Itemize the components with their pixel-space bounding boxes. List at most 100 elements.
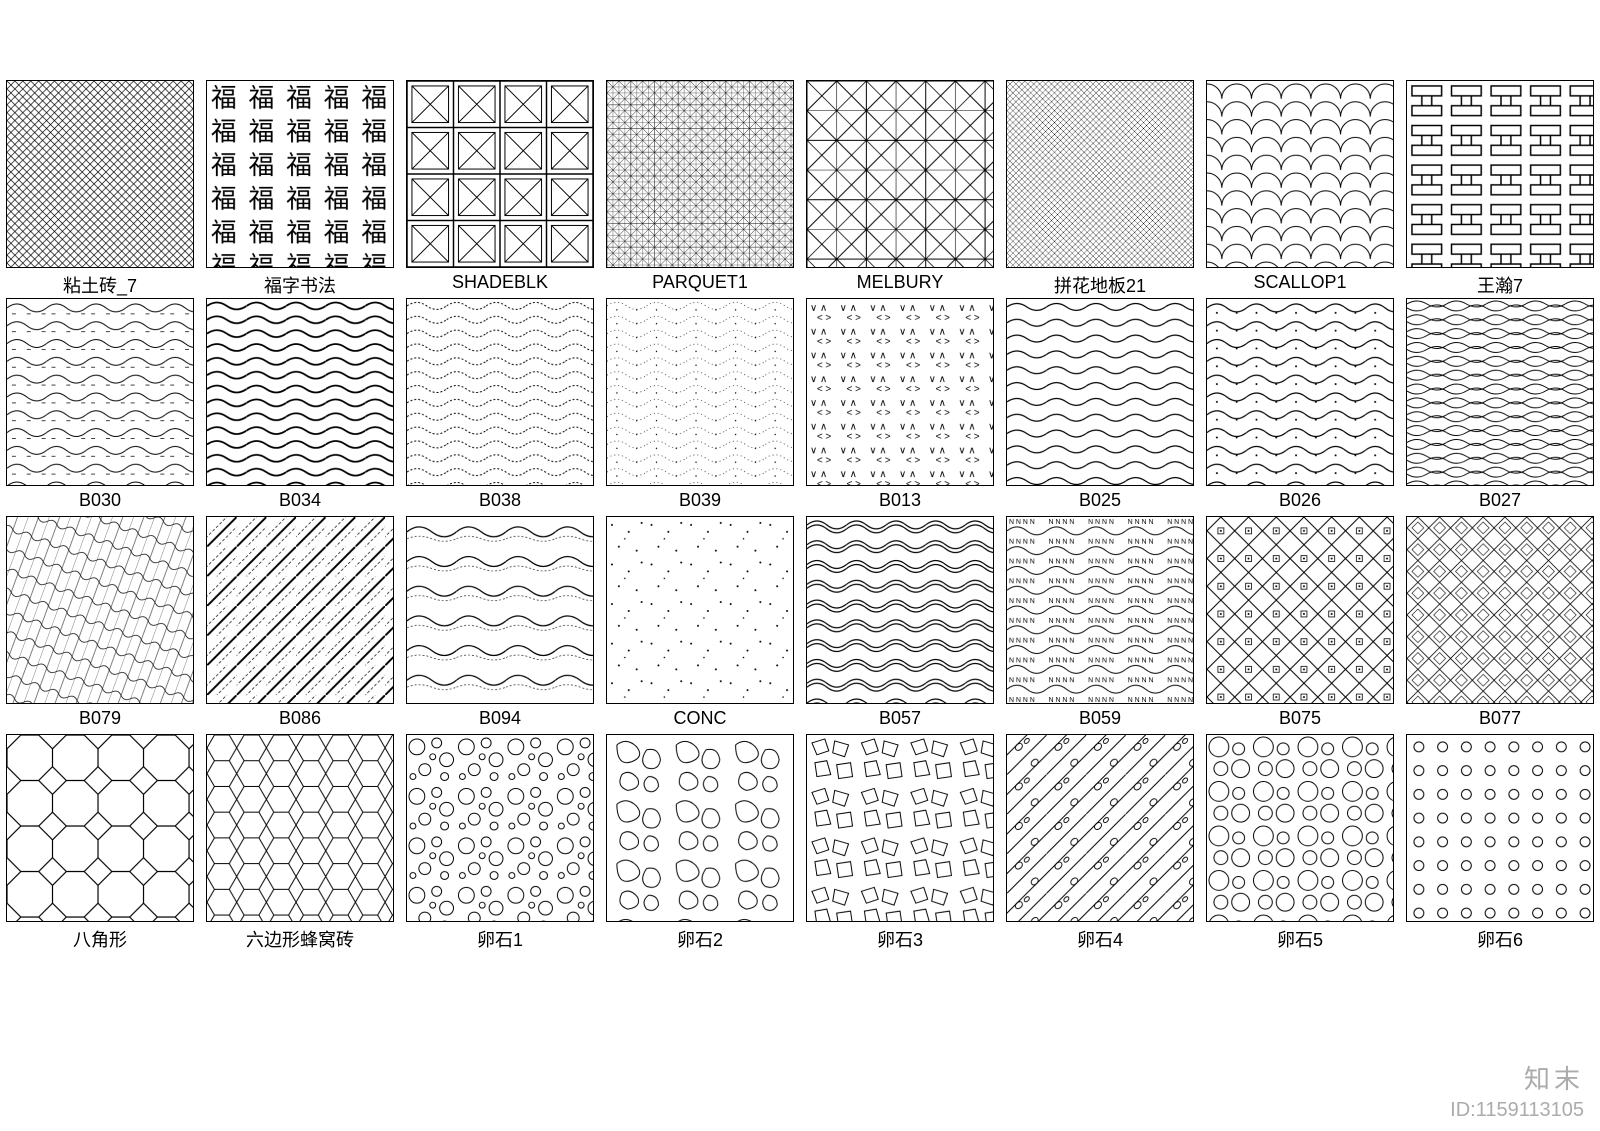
pattern-swatch [6, 298, 194, 486]
pattern-swatch [406, 516, 594, 704]
pattern-swatch [206, 298, 394, 486]
pattern-swatch [1006, 80, 1194, 268]
pattern-label: SCALLOP1 [1253, 272, 1346, 296]
pattern-swatch [1206, 80, 1394, 268]
pattern-cell: 卵石2 [604, 734, 796, 950]
pattern-label: 拼花地板21 [1054, 272, 1146, 296]
pattern-cell: 卵石5 [1204, 734, 1396, 950]
pattern-label: 粘土砖_7 [63, 272, 137, 296]
pattern-label: 卵石4 [1077, 926, 1123, 950]
pattern-label: CONC [674, 708, 727, 732]
pattern-cell: 卵石3 [804, 734, 996, 950]
watermark-id: ID:1159113105 [1450, 1097, 1584, 1123]
pattern-swatch [1006, 734, 1194, 922]
pattern-swatch [606, 298, 794, 486]
pattern-cell: SCALLOP1 [1204, 80, 1396, 296]
pattern-label: 卵石3 [877, 926, 923, 950]
pattern-cell: B027 [1404, 298, 1596, 514]
pattern-label: B094 [479, 708, 521, 732]
pattern-cell: B094 [404, 516, 596, 732]
pattern-label: B034 [279, 490, 321, 514]
pattern-label: B086 [279, 708, 321, 732]
pattern-swatch [806, 80, 994, 268]
pattern-swatch [406, 80, 594, 268]
pattern-label: 福字书法 [264, 272, 336, 296]
pattern-cell: 八角形 [4, 734, 196, 950]
pattern-swatch [1006, 298, 1194, 486]
pattern-cell: B039 [604, 298, 796, 514]
pattern-swatch [606, 80, 794, 268]
pattern-label: 王瀚7 [1477, 272, 1523, 296]
pattern-swatch [6, 516, 194, 704]
pattern-swatch [806, 516, 994, 704]
pattern-cell: SHADEBLK [404, 80, 596, 296]
pattern-label: 八角形 [73, 926, 127, 950]
pattern-cell: 福字书法 [204, 80, 396, 296]
pattern-swatch [406, 298, 594, 486]
pattern-swatch [1406, 516, 1594, 704]
pattern-swatch [1406, 734, 1594, 922]
pattern-label: 卵石5 [1277, 926, 1323, 950]
pattern-label: B079 [79, 708, 121, 732]
pattern-cell: B075 [1204, 516, 1396, 732]
pattern-cell: B034 [204, 298, 396, 514]
pattern-swatch [406, 734, 594, 922]
pattern-swatch [206, 734, 394, 922]
pattern-label: B025 [1079, 490, 1121, 514]
pattern-label: B013 [879, 490, 921, 514]
pattern-swatch [606, 734, 794, 922]
pattern-cell: B030 [4, 298, 196, 514]
pattern-swatch [806, 734, 994, 922]
pattern-cell: B086 [204, 516, 396, 732]
pattern-label: B057 [879, 708, 921, 732]
watermark-brand: 知末 [1450, 1063, 1584, 1097]
pattern-swatch [6, 734, 194, 922]
pattern-label: B026 [1279, 490, 1321, 514]
pattern-label: 六边形蜂窝砖 [246, 926, 354, 950]
pattern-cell: PARQUET1 [604, 80, 796, 296]
pattern-cell: 卵石6 [1404, 734, 1596, 950]
pattern-cell: 卵石4 [1004, 734, 1196, 950]
pattern-cell: B079 [4, 516, 196, 732]
pattern-cell: 粘土砖_7 [4, 80, 196, 296]
pattern-cell: B026 [1204, 298, 1396, 514]
pattern-label: B027 [1479, 490, 1521, 514]
pattern-swatch [1206, 734, 1394, 922]
pattern-swatch [206, 516, 394, 704]
pattern-swatch [806, 298, 994, 486]
pattern-cell: 六边形蜂窝砖 [204, 734, 396, 950]
pattern-swatch [6, 80, 194, 268]
pattern-label: B030 [79, 490, 121, 514]
watermark: 知末 ID:1159113105 [1450, 1063, 1584, 1123]
pattern-cell: B077 [1404, 516, 1596, 732]
pattern-label: B038 [479, 490, 521, 514]
pattern-label: B077 [1479, 708, 1521, 732]
pattern-swatch [1206, 298, 1394, 486]
pattern-swatch [606, 516, 794, 704]
pattern-cell: MELBURY [804, 80, 996, 296]
pattern-swatch [1406, 80, 1594, 268]
pattern-cell: B013 [804, 298, 996, 514]
pattern-label: 卵石1 [477, 926, 523, 950]
pattern-label: MELBURY [857, 272, 944, 296]
pattern-cell: B025 [1004, 298, 1196, 514]
pattern-label: B039 [679, 490, 721, 514]
pattern-label: 卵石6 [1477, 926, 1523, 950]
pattern-label: 卵石2 [677, 926, 723, 950]
pattern-cell: B038 [404, 298, 596, 514]
pattern-cell: B059 [1004, 516, 1196, 732]
pattern-label: B059 [1079, 708, 1121, 732]
pattern-swatch [1406, 298, 1594, 486]
pattern-label: B075 [1279, 708, 1321, 732]
pattern-label: SHADEBLK [452, 272, 548, 296]
pattern-cell: CONC [604, 516, 796, 732]
pattern-swatch [1006, 516, 1194, 704]
pattern-cell: 卵石1 [404, 734, 596, 950]
pattern-cell: B057 [804, 516, 996, 732]
pattern-cell: 拼花地板21 [1004, 80, 1196, 296]
pattern-swatch [1206, 516, 1394, 704]
pattern-swatch [206, 80, 394, 268]
pattern-grid: 粘土砖_7 福字书法 SHADEBLK PARQUET1 MELBURY 拼花地板21 SC… [4, 80, 1596, 950]
pattern-label: PARQUET1 [652, 272, 748, 296]
pattern-cell: 王瀚7 [1404, 80, 1596, 296]
